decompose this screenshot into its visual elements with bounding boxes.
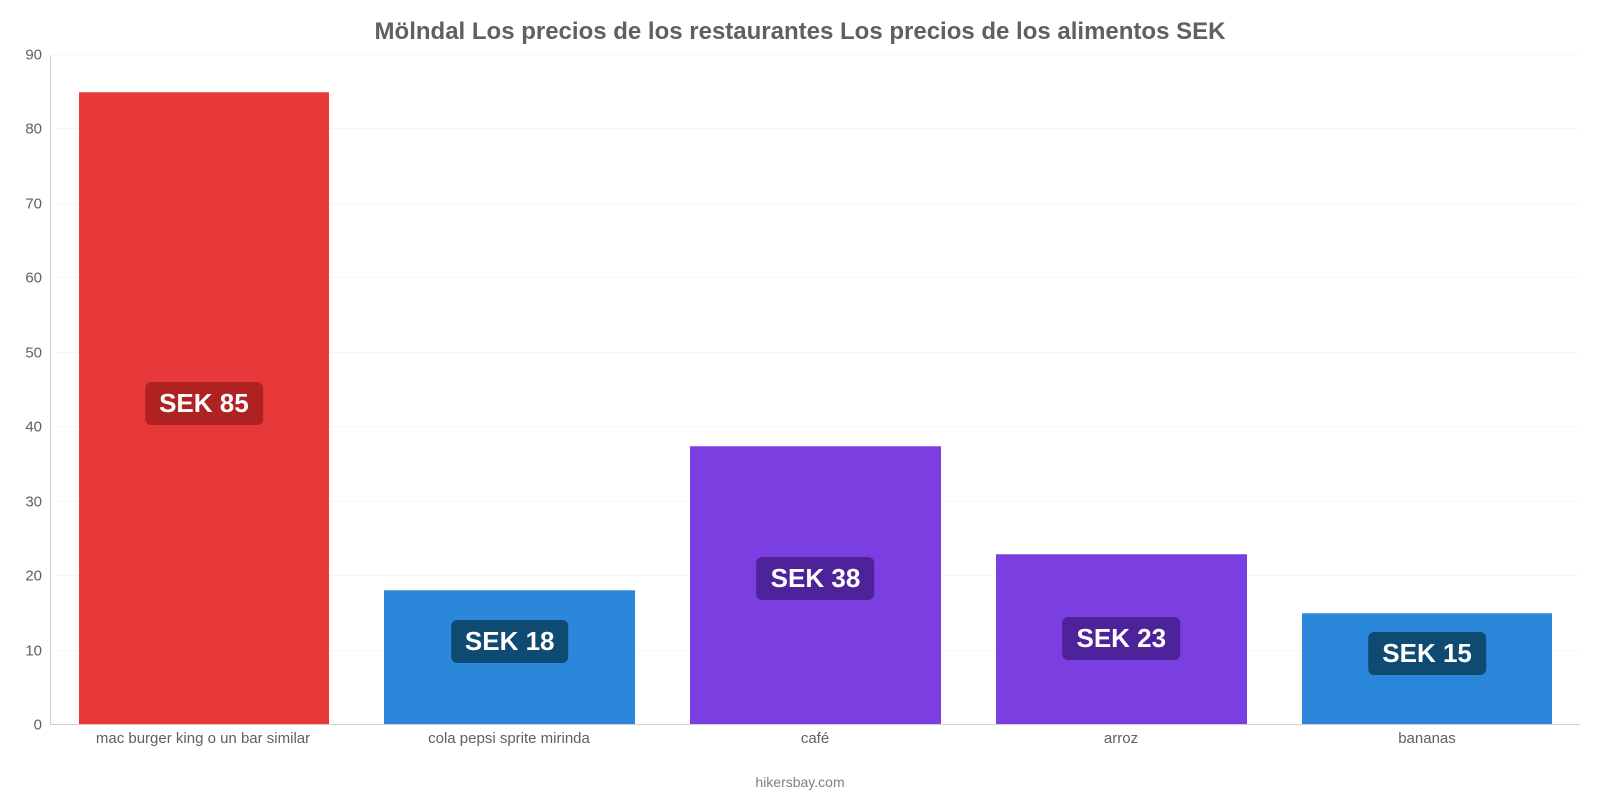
y-tick-label: 10 [25, 642, 42, 659]
y-tick-label: 40 [25, 419, 42, 436]
y-tick-label: 20 [25, 568, 42, 585]
bar: SEK 15 [1302, 613, 1553, 725]
bar: SEK 38 [690, 446, 941, 725]
x-tick-label: cola pepsi sprite mirinda [356, 730, 662, 747]
x-tick-label: bananas [1274, 730, 1580, 747]
x-tick-label: café [662, 730, 968, 747]
bar-value-label: SEK 18 [451, 620, 569, 663]
bar-slot: SEK 85 [51, 55, 357, 725]
bars-row: SEK 85 SEK 18 SEK 38 SEK 23 SEK 15 [51, 55, 1580, 725]
y-tick-label: 70 [25, 195, 42, 212]
y-tick-label: 90 [25, 47, 42, 64]
bar-value-label: SEK 85 [145, 382, 263, 425]
x-tick-label: arroz [968, 730, 1274, 747]
y-tick-label: 50 [25, 344, 42, 361]
bar-slot: SEK 15 [1274, 55, 1580, 725]
x-axis-labels: mac burger king o un bar similarcola pep… [50, 730, 1580, 747]
bar: SEK 85 [79, 92, 330, 725]
bar-slot: SEK 38 [663, 55, 969, 725]
bar-value-label: SEK 15 [1368, 632, 1486, 675]
y-tick-label: 0 [34, 717, 42, 734]
x-axis-line [51, 724, 1580, 725]
bar: SEK 23 [996, 554, 1247, 725]
bar: SEK 18 [384, 590, 635, 725]
source-label: hikersbay.com [0, 774, 1600, 790]
x-tick-label: mac burger king o un bar similar [50, 730, 356, 747]
bar-value-label: SEK 38 [757, 557, 875, 600]
chart-title: Mölndal Los precios de los restaurantes … [0, 0, 1600, 46]
y-tick-label: 60 [25, 270, 42, 287]
bar-slot: SEK 18 [357, 55, 663, 725]
y-tick-label: 30 [25, 493, 42, 510]
bar-slot: SEK 23 [968, 55, 1274, 725]
plot-area: SEK 85 SEK 18 SEK 38 SEK 23 SEK 15 [50, 55, 1580, 725]
bar-chart: Mölndal Los precios de los restaurantes … [0, 0, 1600, 800]
y-tick-label: 80 [25, 121, 42, 138]
bar-value-label: SEK 23 [1062, 617, 1180, 660]
